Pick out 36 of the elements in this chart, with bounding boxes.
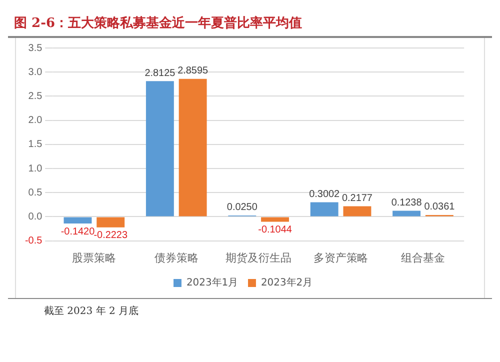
data-label: 0.3002 (309, 188, 340, 200)
bar (96, 217, 125, 228)
chart-title: 图 2-6：五大策略私募基金近一年夏普比率平均值 (8, 8, 492, 38)
data-label: -0.2223 (94, 230, 128, 242)
legend-label: 2023年2月 (260, 276, 313, 289)
x-tick-label: 期货及衍生品 (226, 251, 292, 264)
data-label: 0.0361 (424, 202, 456, 213)
bar (261, 217, 289, 222)
y-tick-label: 2.5 (28, 90, 43, 102)
bar (310, 202, 338, 216)
bar (343, 206, 372, 216)
bar (146, 81, 174, 216)
y-tick-label: 1.0 (28, 163, 43, 174)
y-tick-label: 0.5 (28, 187, 43, 198)
data-label: 2.8595 (178, 66, 208, 77)
data-label: 2.8125 (144, 68, 176, 79)
x-tick-label: 多资产策略 (313, 251, 368, 264)
legend-label: 2023年1月 (186, 276, 238, 289)
x-tick-label: 组合基金 (401, 251, 445, 264)
y-tick-label: 2.0 (28, 115, 43, 126)
bar (64, 217, 92, 224)
data-label: 0.1238 (391, 197, 422, 208)
data-label: 0.2177 (342, 192, 373, 204)
data-label: -0.1420 (60, 226, 96, 238)
x-tick-label: 债券策略 (154, 251, 198, 264)
data-label: -0.1044 (258, 224, 292, 236)
bar (178, 78, 207, 216)
y-tick-label: 3.5 (28, 42, 43, 54)
y-tick-label: 1.5 (28, 139, 43, 150)
y-tick-label: 3.0 (28, 66, 43, 78)
y-tick-label: 0.0 (28, 211, 43, 222)
text: 截至 2023 年 2 月底 (43, 304, 140, 318)
x-tick-label: 股票策略 (72, 251, 116, 264)
data-label: 0.0250 (226, 202, 258, 214)
y-tick-label: -0.5 (24, 236, 43, 247)
bar (392, 210, 421, 216)
